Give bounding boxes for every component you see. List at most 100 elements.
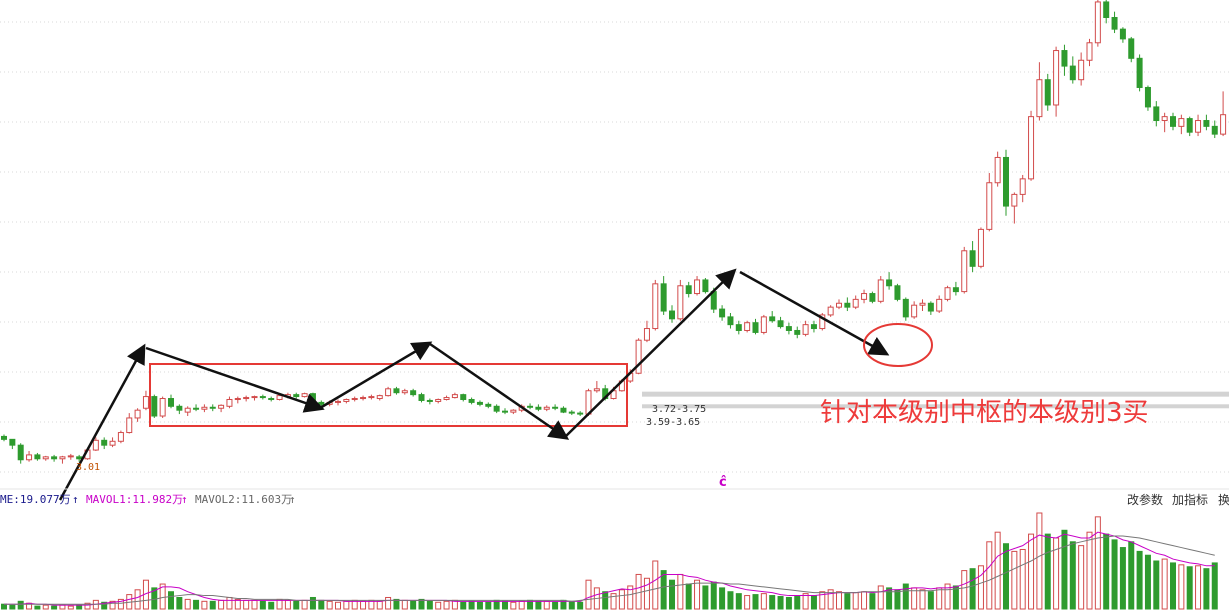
volume-bar	[685, 583, 692, 610]
candle-body	[109, 440, 116, 446]
volume-bar	[861, 591, 868, 610]
annotation-third-buy: 针对本级别中枢的本级别3买	[820, 398, 1149, 428]
candle-body	[117, 432, 124, 442]
volume-bar	[552, 601, 559, 610]
volume-bar	[218, 599, 225, 610]
candle-body	[26, 454, 33, 461]
mavol2-arrow-icon: ↑	[289, 493, 296, 506]
candle-body	[535, 406, 542, 410]
volume-bar	[410, 600, 417, 610]
volume-bar	[936, 587, 943, 610]
candle-body	[727, 316, 734, 326]
candle-body	[51, 456, 58, 460]
candle-body	[936, 298, 943, 312]
volume-bar	[485, 601, 492, 610]
candle-body	[1220, 114, 1227, 135]
volume-bar	[719, 587, 726, 610]
candle-body	[1203, 120, 1210, 127]
candle-body	[418, 394, 425, 401]
candle-body	[485, 403, 492, 407]
volume-bar	[802, 593, 809, 610]
volume-bar	[34, 605, 41, 610]
candle-body	[927, 302, 934, 312]
event-marker: ĉ	[719, 475, 727, 490]
candle-body	[769, 316, 776, 322]
candle-body	[543, 406, 550, 410]
volume-bar	[1128, 541, 1135, 610]
candle-body	[226, 398, 233, 407]
volume-bar	[869, 593, 876, 610]
candle-body	[1011, 193, 1018, 207]
candle-body	[9, 438, 16, 446]
candle-body	[159, 398, 166, 417]
vol-value: ME:19.077万	[0, 493, 71, 506]
volume-bar	[1144, 554, 1151, 610]
candle-body	[268, 398, 275, 401]
candle-body	[810, 324, 817, 330]
third-buy-circle	[863, 323, 933, 367]
volume-bar	[961, 570, 968, 610]
candle-body	[393, 388, 400, 394]
candle-body	[577, 412, 584, 415]
candle-body	[1028, 116, 1035, 180]
trend-arrow	[145, 346, 325, 413]
volume-bar	[426, 600, 433, 610]
candle-body	[209, 406, 216, 409]
volume-bar	[677, 573, 684, 610]
volume-bar	[1119, 547, 1126, 610]
candle-body	[251, 396, 258, 399]
volume-bar	[42, 604, 49, 610]
volume-bar	[986, 541, 993, 610]
candle-body	[1119, 28, 1126, 40]
candle-body	[435, 398, 442, 402]
volume-bar	[259, 600, 266, 610]
candle-body	[844, 302, 851, 308]
candle-body	[76, 456, 83, 460]
add-indicator-button[interactable]: 加指标	[1172, 493, 1209, 507]
volume-bar	[1170, 562, 1176, 610]
volume-bar	[385, 596, 392, 610]
candle-body	[401, 390, 408, 394]
candle-body	[752, 322, 759, 333]
volume-bar	[476, 601, 483, 610]
candle-body	[1144, 86, 1151, 108]
params-button[interactable]: 改参数	[1127, 493, 1164, 507]
volume-bar	[326, 600, 333, 610]
candle-body	[919, 302, 926, 306]
candle-body	[819, 314, 826, 330]
volume-bar	[735, 593, 742, 610]
candle-body	[368, 396, 375, 399]
candle-body	[502, 410, 508, 413]
candle-body	[1019, 178, 1026, 195]
volume-bar	[168, 591, 174, 610]
volume-bar	[652, 560, 659, 610]
volume-bar	[376, 600, 383, 610]
candle-body	[886, 279, 893, 287]
volume-bar	[460, 601, 467, 610]
candle-body	[794, 329, 801, 335]
candle-body	[301, 393, 308, 398]
candle-body	[259, 396, 266, 399]
candle-body	[17, 444, 24, 461]
candle-body	[318, 401, 325, 405]
candle-body	[660, 283, 667, 312]
candle-body	[877, 279, 884, 302]
candle-body	[694, 279, 701, 295]
volume-bar	[268, 601, 275, 610]
volume-bar	[894, 589, 901, 610]
volume-bar	[1186, 566, 1193, 610]
candle-body	[1128, 38, 1135, 59]
candle-body	[869, 293, 876, 302]
volume-bar	[502, 600, 508, 610]
candle-body	[67, 455, 74, 458]
volume-bar	[902, 583, 909, 610]
volume-bar	[1003, 543, 1009, 610]
candle-body	[451, 394, 458, 399]
candle-body	[134, 409, 141, 419]
trend-arrow	[429, 342, 570, 440]
candle-body	[702, 279, 709, 293]
trend-arrow	[319, 341, 433, 410]
volume-bar	[318, 599, 325, 610]
volume-bar	[51, 605, 58, 610]
switch-button[interactable]: 换	[1218, 493, 1229, 507]
